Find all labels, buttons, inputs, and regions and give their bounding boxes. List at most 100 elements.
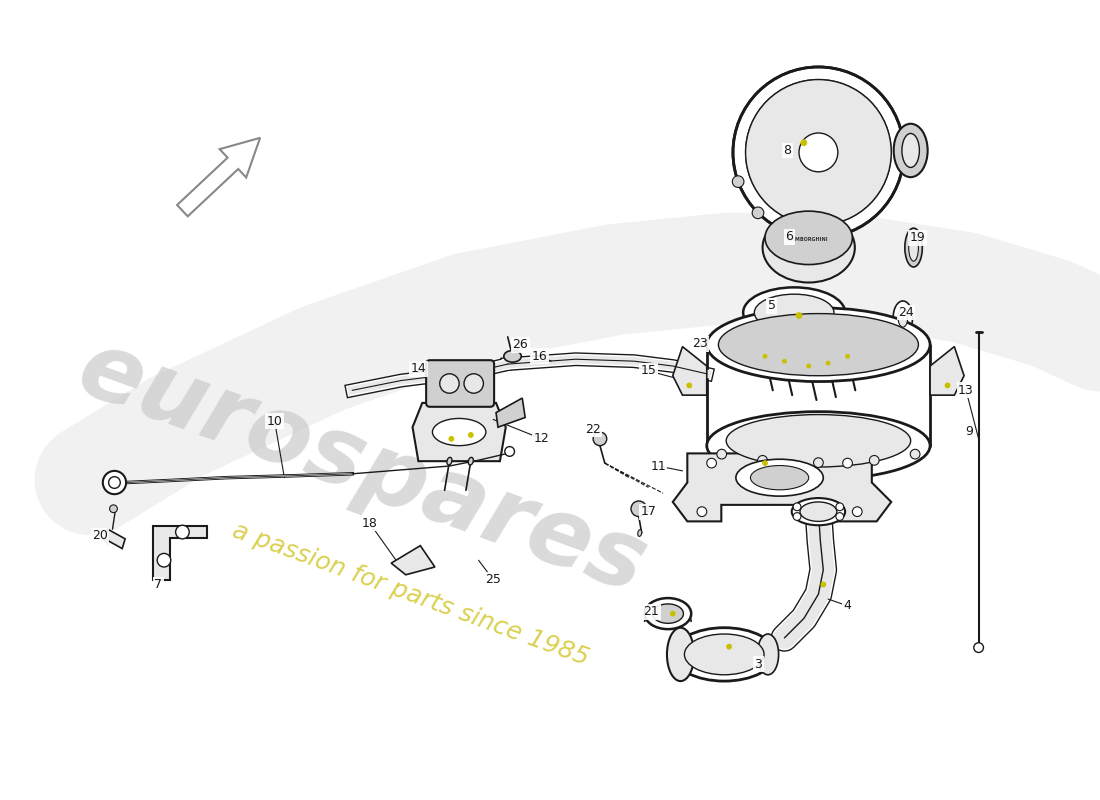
Text: 3: 3 bbox=[755, 658, 762, 670]
Ellipse shape bbox=[902, 134, 920, 167]
Circle shape bbox=[793, 503, 801, 510]
Ellipse shape bbox=[684, 634, 764, 674]
Text: 17: 17 bbox=[640, 505, 657, 518]
Circle shape bbox=[726, 644, 732, 650]
Ellipse shape bbox=[792, 498, 845, 526]
Circle shape bbox=[762, 460, 768, 466]
Ellipse shape bbox=[744, 287, 845, 338]
Circle shape bbox=[752, 207, 763, 218]
Ellipse shape bbox=[707, 412, 931, 480]
Ellipse shape bbox=[736, 459, 823, 496]
Circle shape bbox=[814, 458, 823, 467]
Text: 18: 18 bbox=[362, 517, 377, 530]
Ellipse shape bbox=[893, 301, 913, 334]
Circle shape bbox=[176, 526, 189, 539]
Ellipse shape bbox=[718, 314, 918, 376]
Ellipse shape bbox=[726, 414, 911, 467]
Circle shape bbox=[821, 582, 826, 587]
Text: 15: 15 bbox=[640, 364, 657, 378]
Circle shape bbox=[945, 382, 950, 388]
Polygon shape bbox=[177, 138, 260, 216]
Text: 22: 22 bbox=[585, 422, 601, 436]
Ellipse shape bbox=[638, 530, 641, 536]
Text: 16: 16 bbox=[532, 350, 548, 363]
FancyBboxPatch shape bbox=[426, 360, 494, 406]
Circle shape bbox=[593, 432, 607, 446]
Ellipse shape bbox=[469, 458, 473, 465]
Circle shape bbox=[102, 471, 126, 494]
Text: a passion for parts since 1985: a passion for parts since 1985 bbox=[229, 518, 592, 670]
Circle shape bbox=[157, 554, 170, 567]
Text: 9: 9 bbox=[965, 425, 972, 438]
Ellipse shape bbox=[762, 353, 768, 360]
Ellipse shape bbox=[673, 628, 775, 681]
Ellipse shape bbox=[504, 350, 521, 362]
Ellipse shape bbox=[707, 308, 931, 382]
Circle shape bbox=[782, 358, 786, 363]
Ellipse shape bbox=[764, 211, 853, 265]
Circle shape bbox=[440, 374, 459, 394]
Text: 25: 25 bbox=[485, 573, 502, 586]
Circle shape bbox=[793, 513, 801, 521]
Text: 6: 6 bbox=[785, 230, 793, 243]
Circle shape bbox=[733, 67, 904, 238]
Ellipse shape bbox=[762, 213, 855, 282]
Polygon shape bbox=[673, 454, 891, 522]
Circle shape bbox=[826, 361, 830, 366]
Circle shape bbox=[758, 455, 768, 466]
Circle shape bbox=[670, 610, 675, 617]
Circle shape bbox=[799, 133, 838, 172]
Ellipse shape bbox=[825, 359, 830, 367]
Text: 12: 12 bbox=[534, 432, 550, 446]
Circle shape bbox=[806, 363, 811, 369]
Ellipse shape bbox=[447, 458, 452, 465]
Circle shape bbox=[733, 176, 744, 187]
Ellipse shape bbox=[667, 628, 694, 681]
Circle shape bbox=[836, 503, 844, 510]
Polygon shape bbox=[412, 403, 506, 461]
Polygon shape bbox=[496, 398, 525, 427]
Circle shape bbox=[843, 458, 852, 468]
Polygon shape bbox=[153, 526, 207, 580]
Circle shape bbox=[468, 432, 474, 438]
Circle shape bbox=[783, 227, 795, 238]
Polygon shape bbox=[931, 346, 964, 395]
Text: 14: 14 bbox=[410, 362, 426, 375]
Ellipse shape bbox=[905, 228, 922, 267]
Polygon shape bbox=[673, 346, 707, 395]
Ellipse shape bbox=[845, 353, 850, 360]
Circle shape bbox=[707, 458, 716, 468]
Text: 10: 10 bbox=[266, 415, 283, 428]
Ellipse shape bbox=[898, 308, 907, 327]
Text: LAMBORGHINI: LAMBORGHINI bbox=[789, 238, 828, 242]
Ellipse shape bbox=[893, 124, 927, 177]
Text: 4: 4 bbox=[844, 599, 851, 612]
Ellipse shape bbox=[750, 466, 808, 490]
Text: 21: 21 bbox=[644, 605, 659, 618]
Circle shape bbox=[686, 382, 692, 388]
Circle shape bbox=[801, 139, 807, 146]
Ellipse shape bbox=[806, 362, 812, 370]
Text: eurospares: eurospares bbox=[66, 322, 659, 614]
Circle shape bbox=[449, 436, 454, 442]
Circle shape bbox=[697, 507, 707, 517]
Text: 11: 11 bbox=[650, 459, 667, 473]
Ellipse shape bbox=[645, 598, 691, 629]
Text: 13: 13 bbox=[958, 384, 974, 397]
Text: 5: 5 bbox=[768, 299, 776, 312]
Ellipse shape bbox=[800, 502, 837, 522]
Circle shape bbox=[974, 642, 983, 653]
Text: 8: 8 bbox=[783, 144, 791, 157]
Ellipse shape bbox=[782, 358, 788, 365]
Polygon shape bbox=[104, 529, 125, 549]
Circle shape bbox=[852, 507, 862, 517]
Ellipse shape bbox=[909, 234, 918, 261]
Text: 23: 23 bbox=[692, 337, 707, 350]
Ellipse shape bbox=[432, 418, 486, 446]
Circle shape bbox=[464, 374, 483, 394]
Text: 19: 19 bbox=[910, 231, 925, 244]
Polygon shape bbox=[392, 546, 434, 574]
Text: 7: 7 bbox=[154, 578, 162, 591]
Ellipse shape bbox=[755, 294, 834, 331]
Ellipse shape bbox=[757, 634, 779, 674]
